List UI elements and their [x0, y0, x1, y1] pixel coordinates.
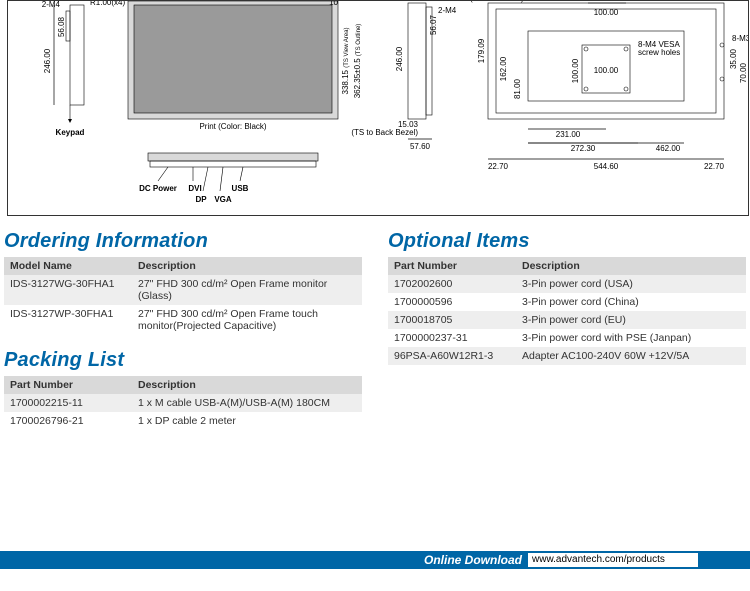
th-desc: Description [132, 257, 362, 275]
vesa-note: 8-M4 VESAscrew holes [638, 40, 680, 57]
th-pn: Part Number [4, 376, 132, 394]
cell-desc: 1 x M cable USB-A(M)/USB-A(M) 180CM [132, 394, 362, 412]
cell-pn: 1700000237-31 [388, 329, 516, 347]
connector-view: DC Power DVI DP VGA USB [139, 153, 318, 204]
table-header: Part Number Description [4, 376, 362, 394]
drawings-svg: 2-M4 R1.00(x4) 246.00 56.08 Keypad 10 33… [8, 1, 749, 216]
print-label: Print (Color: Black) [199, 122, 266, 131]
table-row: 1700000237-31 3-Pin power cord with PSE … [388, 329, 746, 347]
cell-pn: 96PSA-A60W12R1-3 [388, 347, 516, 365]
dim-vis-h: 338.15 (TS View Area) [341, 28, 350, 95]
front-view: 10 338.15 (TS View Area) 362.35±0.5 (TS … [128, 1, 362, 131]
th-model: Model Name [4, 257, 132, 275]
rear-bw: 544.60 [594, 162, 619, 171]
table-row: IDS-3127WP-30FHA1 27" FHD 300 cd/m² Open… [4, 305, 362, 335]
cell-desc: 3-Pin power cord with PSE (Janpan) [516, 329, 746, 347]
rear-a: 179.09 [477, 38, 486, 63]
table-row: 1700018705 3-Pin power cord (EU) [388, 311, 746, 329]
rear-top: 100.00 [594, 8, 619, 17]
rear-f: 462.00 [656, 144, 681, 153]
table-row: IDS-3127WG-30FHA1 27" FHD 300 cd/m² Open… [4, 275, 362, 305]
rear-c: 81.00 [513, 78, 522, 99]
table-row: 96PSA-A60W12R1-3 Adapter AC100-240V 60W … [388, 347, 746, 365]
rear-innerw: 100.00 [594, 66, 619, 75]
cell-desc: 1 x DP cable 2 meter [132, 412, 362, 430]
top-margin: 10 [329, 1, 338, 7]
side-top-band: 56.07 [429, 14, 438, 35]
cell-desc: 3-Pin power cord (EU) [516, 311, 746, 329]
rear-rm: 22.70 [704, 162, 725, 171]
table-row: 1702002600 3-Pin power cord (USA) [388, 275, 746, 293]
side-h: 246.00 [395, 46, 404, 71]
rear-r1: 35.00 [729, 48, 738, 69]
dimension-drawings: 2-M4 R1.00(x4) 246.00 56.08 Keypad 10 33… [7, 0, 749, 216]
rear-right-note: 8-M3 [732, 34, 749, 43]
rear-d: 231.00 [556, 130, 581, 139]
cell-pn: 1700002215-11 [4, 394, 132, 412]
conn-dvi: DVI [188, 184, 201, 193]
table-row: 1700000596 3-Pin power cord (China) [388, 293, 746, 311]
cell-pn: 1700026796-21 [4, 412, 132, 430]
th-desc: Description [132, 376, 362, 394]
conn-dc: DC Power [139, 184, 177, 193]
table-header: Part Number Description [388, 257, 746, 275]
ts-back-note: (TS to Back Bezel) [351, 128, 418, 137]
rear-b: 162.00 [499, 56, 508, 81]
conn-vga: VGA [214, 195, 232, 204]
rear-r2: 70.00 [739, 62, 748, 83]
cell-pn: 1702002600 [388, 275, 516, 293]
cell-desc: 3-Pin power cord (China) [516, 293, 746, 311]
cell-pn: 1700000596 [388, 293, 516, 311]
side-depth: 57.60 [410, 142, 431, 151]
packing-table: Part Number Description 1700002215-11 1 … [4, 376, 362, 430]
side-mount: 2-M4 [438, 6, 457, 15]
optional-title: Optional Items [388, 230, 746, 253]
cell-desc: 27" FHD 300 cd/m² Open Frame monitor (Gl… [132, 275, 362, 305]
rear-lm: 22.70 [488, 162, 509, 171]
cell-desc: Adapter AC100-240V 60W +12V/5A [516, 347, 746, 365]
conn-usb: USB [232, 184, 249, 193]
cell-desc: 3-Pin power cord (USA) [516, 275, 746, 293]
keypad-label: Keypad [56, 128, 85, 137]
table-row: 1700026796-21 1 x DP cable 2 meter [4, 412, 362, 430]
keypad-view: 2-M4 R1.00(x4) 246.00 56.08 Keypad [42, 1, 126, 137]
footer-url: www.advantech.com/products [528, 553, 698, 567]
cell-pn: 1700018705 [388, 311, 516, 329]
rear-e: 272.30 [571, 144, 596, 153]
packing-title: Packing List [4, 349, 362, 372]
rear-innerh: 100.00 [571, 58, 580, 83]
conn-dp: DP [195, 195, 207, 204]
radius-note: R1.00(x4) [90, 1, 125, 7]
th-desc: Description [516, 257, 746, 275]
mount-note: 2-M4 [42, 1, 61, 9]
dim-keypad-h: 56.08 [57, 16, 66, 37]
footer-label: Online Download [424, 553, 522, 567]
ordering-title: Ordering Information [4, 230, 362, 253]
cell-model: IDS-3127WP-30FHA1 [4, 305, 132, 335]
dim-h-overall: 246.00 [43, 48, 52, 73]
rear-view: 100.00 8-M4 VESAscrew holes 8-M3 179.09 … [477, 3, 749, 171]
cell-model: IDS-3127WG-30FHA1 [4, 275, 132, 305]
optional-table: Part Number Description 1702002600 3-Pin… [388, 257, 746, 365]
dim-outline-h: 362.35±0.5 (TS Outline) [353, 24, 362, 99]
table-header: Model Name Description [4, 257, 362, 275]
footer-bar: Online Download www.advantech.com/produc… [0, 551, 750, 569]
th-pn: Part Number [388, 257, 516, 275]
ordering-table: Model Name Description IDS-3127WG-30FHA1… [4, 257, 362, 335]
cell-desc: 27" FHD 300 cd/m² Open Frame touch monit… [132, 305, 362, 335]
table-row: 1700002215-11 1 x M cable USB-A(M)/USB-A… [4, 394, 362, 412]
